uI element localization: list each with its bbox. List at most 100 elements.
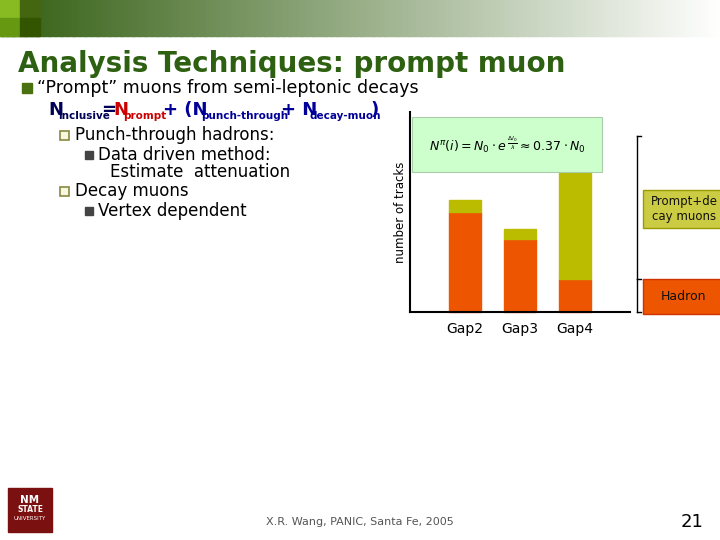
Bar (513, 0, 516, 36)
Bar (696, 0, 699, 36)
Bar (531, 0, 534, 36)
Bar (7, 0, 10, 36)
Bar (677, 0, 680, 36)
Bar (228, 0, 231, 36)
Bar (300, 0, 303, 36)
Bar (310, 0, 312, 36)
Bar (120, 0, 123, 36)
Bar (423, 0, 426, 36)
Bar (408, 0, 411, 36)
Text: Data driven method:: Data driven method: (98, 145, 271, 164)
Bar (629, 0, 631, 36)
Bar (410, 0, 413, 36)
Bar (636, 0, 639, 36)
Bar (557, 0, 559, 36)
Bar (660, 0, 663, 36)
Bar (360, 0, 363, 36)
Text: + N: + N (281, 101, 318, 119)
Bar (94, 0, 96, 36)
Bar (564, 0, 567, 36)
Bar (156, 0, 159, 36)
Text: N: N (48, 101, 63, 119)
Bar (192, 0, 195, 36)
Bar (271, 0, 274, 36)
Bar (58, 0, 60, 36)
Bar (286, 0, 289, 36)
Bar (85, 151, 93, 159)
Bar (490, 0, 492, 36)
Bar (545, 0, 548, 36)
Bar (718, 0, 720, 36)
Bar (319, 0, 322, 36)
Bar (22, 0, 24, 36)
Text: punch-through: punch-through (201, 111, 288, 121)
Bar (307, 0, 310, 36)
Bar (526, 0, 528, 36)
Bar (34, 0, 37, 36)
Bar (379, 0, 382, 36)
Bar (17, 0, 19, 36)
Bar (675, 0, 678, 36)
Bar (480, 0, 483, 36)
Bar (603, 0, 606, 36)
Bar (266, 0, 269, 36)
Bar (127, 0, 130, 36)
Bar (391, 0, 394, 36)
Text: Estimate  attenuation: Estimate attenuation (110, 163, 290, 181)
Bar (571, 0, 574, 36)
Bar (122, 0, 125, 36)
Bar (456, 0, 459, 36)
Bar (317, 0, 320, 36)
Bar (504, 0, 507, 36)
Bar (434, 0, 437, 36)
Bar (394, 0, 397, 36)
Bar (665, 0, 667, 36)
Bar (45, 0, 48, 36)
Bar (506, 0, 509, 36)
Bar (254, 0, 257, 36)
Bar (576, 0, 579, 36)
Bar (144, 0, 147, 36)
Bar (77, 0, 80, 36)
Text: Decay muons: Decay muons (75, 183, 189, 200)
Bar (569, 0, 572, 36)
Bar (662, 0, 665, 36)
Text: =: = (101, 101, 116, 119)
Bar (670, 0, 672, 36)
Bar (189, 0, 192, 36)
Bar (605, 0, 608, 36)
Bar (581, 0, 584, 36)
Bar (106, 0, 109, 36)
Bar (43, 0, 46, 36)
Bar (0, 0, 3, 36)
Bar (451, 0, 454, 36)
Bar (518, 0, 521, 36)
Text: $N^{\pi}(i) = N_0 \cdot e^{\,\frac{\Delta l_0}{\lambda}} \approx 0.37 \cdot N_0$: $N^{\pi}(i) = N_0 \cdot e^{\,\frac{\Delt… (428, 134, 585, 155)
Bar (554, 0, 557, 36)
Bar (369, 0, 372, 36)
Bar (634, 0, 636, 36)
Bar (650, 0, 653, 36)
Bar (585, 0, 588, 36)
Bar (149, 0, 152, 36)
Bar (324, 0, 327, 36)
Bar (110, 0, 113, 36)
Bar (547, 0, 550, 36)
Bar (430, 0, 433, 36)
Bar (418, 0, 420, 36)
Bar (173, 0, 176, 36)
Bar (540, 0, 543, 36)
Bar (410, 112, 630, 312)
Bar (511, 0, 514, 36)
Bar (139, 0, 142, 36)
Bar (693, 0, 696, 36)
Bar (648, 0, 651, 36)
Bar (672, 0, 675, 36)
Bar (151, 0, 154, 36)
Bar (221, 0, 224, 36)
Bar (441, 0, 444, 36)
Bar (466, 0, 469, 36)
Bar (305, 0, 307, 36)
Text: UNIVERSITY: UNIVERSITY (14, 516, 46, 522)
Bar (125, 0, 127, 36)
